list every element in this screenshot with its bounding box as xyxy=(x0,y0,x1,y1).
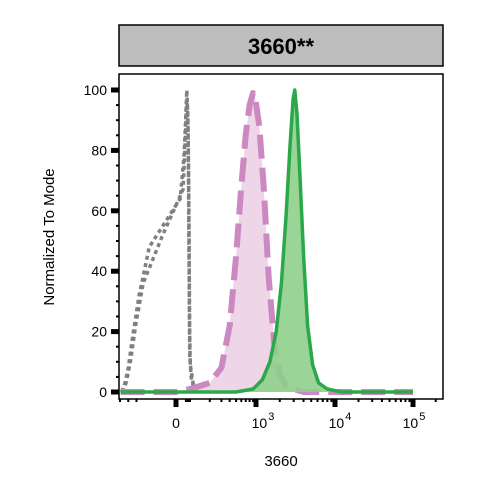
x-tick-label: 103 xyxy=(252,411,275,431)
y-major-tick xyxy=(111,87,119,93)
x-tick-label: 0 xyxy=(172,415,180,431)
y-major-tick xyxy=(111,268,119,274)
series-3-line xyxy=(120,88,413,394)
y-tick-label: 20 xyxy=(91,324,107,340)
y-tick-label: 100 xyxy=(84,82,108,98)
y-major-tick xyxy=(111,329,119,335)
plot-frame xyxy=(118,73,444,400)
y-tick-label: 0 xyxy=(99,384,107,400)
x-major-tick xyxy=(332,399,338,407)
series-2-area xyxy=(120,93,413,392)
series-1-line xyxy=(121,97,200,394)
y-tick-label: 80 xyxy=(91,142,107,158)
title-strip xyxy=(118,24,444,67)
x-tick-label: 104 xyxy=(329,411,352,431)
chart-title: 3660** xyxy=(248,34,315,59)
y-axis-title: Normalized To Mode xyxy=(41,168,58,305)
y-tick-label: 40 xyxy=(91,263,107,279)
y-tick-label: 60 xyxy=(91,203,107,219)
series-layer xyxy=(119,88,413,395)
x-major-tick xyxy=(173,399,179,407)
y-major-tick xyxy=(111,389,119,395)
x-axis-title: 3660 xyxy=(264,453,297,470)
y-major-tick xyxy=(111,208,119,214)
x-tick-label: 105 xyxy=(403,411,426,431)
y-axis: 0 20 40 60 80 100 xyxy=(84,82,119,400)
x-axis: 0 103 104 105 xyxy=(119,399,437,431)
x-major-tick xyxy=(410,399,416,407)
x-major-tick xyxy=(253,399,259,407)
y-major-tick xyxy=(111,147,119,153)
